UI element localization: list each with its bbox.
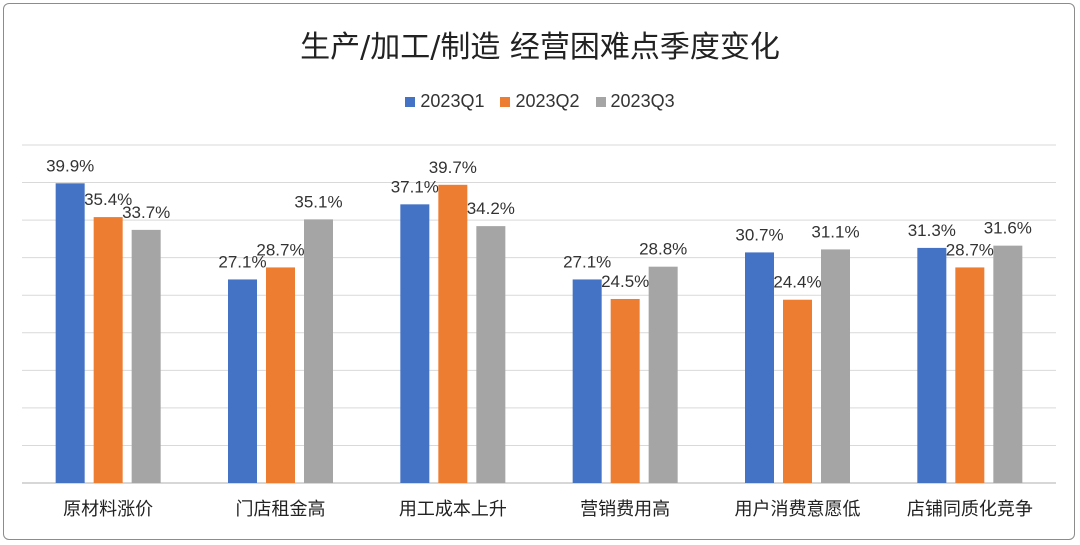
category-label-3: 营销费用高 — [580, 499, 670, 520]
bar-2023q2-4 — [783, 299, 812, 483]
bar-2023q3-5 — [993, 245, 1023, 483]
chart-title: 生产/加工/制造 经营困难点季度变化 — [300, 30, 780, 65]
chart-frame — [3, 3, 1075, 540]
data-label-2023q3-0: 33.7% — [122, 203, 170, 222]
bar-2023q2-5 — [955, 267, 985, 483]
data-label-2023q3-1: 35.1% — [294, 192, 342, 211]
data-label-2023q2-4: 24.4% — [773, 273, 821, 292]
bar-2023q3-0 — [131, 229, 161, 483]
legend-swatch-q2 — [500, 96, 511, 107]
legend-swatch-q3 — [595, 96, 606, 107]
legend-label-q2: 2023Q2 — [515, 91, 580, 111]
legend-item-q1: 2023Q1 — [405, 91, 484, 112]
data-label-2023q2-2: 39.7% — [429, 158, 477, 177]
bar-2023q1-1 — [228, 279, 257, 483]
bar-2023q2-0 — [93, 217, 123, 483]
data-label-2023q2-5: 28.7% — [946, 240, 994, 259]
bar-2023q2-3 — [610, 298, 640, 483]
legend-item-q2: 2023Q2 — [500, 91, 580, 112]
data-label-2023q3-5: 31.6% — [984, 219, 1032, 238]
legend-swatch-q1 — [405, 96, 416, 107]
data-label-2023q1-2: 37.1% — [391, 177, 439, 196]
category-label-5: 店铺同质化竞争 — [907, 499, 1033, 520]
bar-2023q2-2 — [438, 184, 468, 483]
bar-2023q3-2 — [476, 226, 506, 483]
data-label-2023q2-3: 24.5% — [601, 272, 649, 291]
bar-2023q1-5 — [917, 247, 947, 483]
bar-2023q1-4 — [745, 252, 774, 483]
bar-2023q3-3 — [648, 266, 678, 483]
bar-2023q1-2 — [400, 204, 430, 484]
data-label-2023q1-1: 27.1% — [218, 252, 266, 271]
legend-label-q3: 2023Q3 — [610, 91, 675, 111]
data-label-2023q1-3: 27.1% — [563, 252, 611, 271]
data-label-2023q1-5: 31.3% — [908, 221, 956, 240]
category-label-4: 用户消费意愿低 — [735, 499, 861, 520]
chart-legend: 2023Q1 2023Q2 2023Q3 — [0, 91, 1080, 112]
data-label-2023q3-3: 28.8% — [639, 240, 687, 259]
bar-2023q1-3 — [572, 279, 602, 483]
bar-2023q3-1 — [304, 219, 333, 484]
data-label-2023q1-4: 30.7% — [735, 225, 783, 244]
legend-label-q1: 2023Q1 — [420, 91, 485, 111]
category-label-1: 门店租金高 — [236, 499, 326, 520]
data-label-2023q1-0: 39.9% — [46, 156, 94, 175]
bar-2023q1-0 — [55, 183, 85, 483]
category-label-0: 原材料涨价 — [63, 499, 153, 520]
category-label-2: 用工成本上升 — [399, 499, 507, 520]
data-label-2023q3-4: 31.1% — [811, 222, 859, 241]
bar-2023q3-4 — [821, 249, 850, 483]
data-label-2023q2-1: 28.7% — [256, 240, 304, 259]
data-label-2023q3-2: 34.2% — [467, 199, 515, 218]
bar-2023q2-1 — [266, 267, 295, 483]
legend-item-q3: 2023Q3 — [595, 91, 675, 112]
data-label-2023q2-0: 35.4% — [84, 190, 132, 209]
